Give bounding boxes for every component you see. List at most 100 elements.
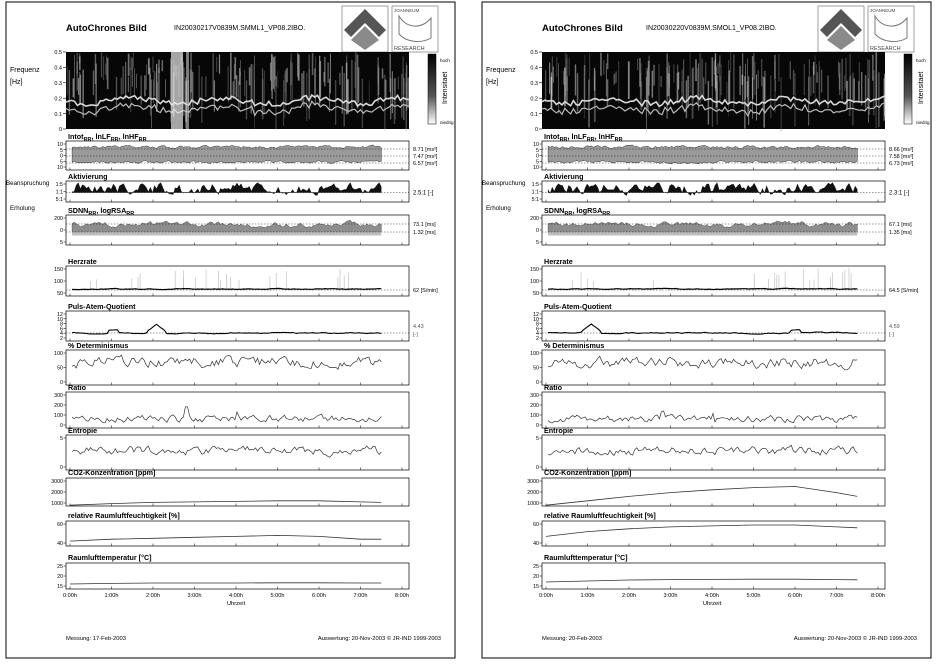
time-tick-label: 2:00h <box>146 593 160 599</box>
spectrogram-streak <box>402 67 404 96</box>
spectrogram-streak <box>244 70 246 96</box>
spectrogram-streak <box>556 56 558 77</box>
feuchte-line <box>69 534 382 542</box>
panel-herz: Herzrate 150 100 50 62 [S/min] <box>54 257 438 297</box>
panel-co2: CO2-Konzentration [ppm] 3000 2000 1000 <box>51 468 410 507</box>
herzrate-line <box>72 287 382 291</box>
spectrogram-tick-label: 0.1 <box>54 112 62 118</box>
panel-title-aktivierung: Aktivierung <box>544 172 584 181</box>
spectrogram-streak <box>647 67 649 112</box>
spectrogram-tick-label: 0.4 <box>54 66 62 72</box>
logo-joanneum-text-bottom: RESEARCH <box>870 46 901 52</box>
spectrogram-streak <box>720 64 722 96</box>
panel-ytick-label: 100 <box>530 351 539 357</box>
spectrogram-streak <box>66 66 68 96</box>
panel-ytick-label: 10 <box>533 142 539 148</box>
spectrogram-streak <box>838 60 839 78</box>
panel-title-pulsatem: Puls-Atem-Quotient <box>68 302 136 311</box>
spectrogram-streak <box>605 63 607 97</box>
spectrogram-streak <box>315 56 316 106</box>
panel-title-intot: IntotRR, lnLFRR, lnHFRR <box>544 132 623 143</box>
colorbar-high-label: hoch <box>440 58 450 63</box>
spectrogram-streak <box>381 68 384 79</box>
panel-ytick-label: 100 <box>54 413 63 419</box>
report-filename: IN20030217V0839M.SMML1_VP08.2IBO. <box>174 25 305 32</box>
report-title: AutoChrones Bild <box>66 23 147 34</box>
spectrogram-streak <box>716 75 718 108</box>
time-tick-label: 8:00h <box>395 593 409 599</box>
entropie-line <box>71 445 382 458</box>
panel-title-temp: Raumlufttemperatur [°C] <box>68 553 152 562</box>
panel-frame <box>541 562 886 590</box>
panel-ytick-label: 8 <box>60 322 63 328</box>
spectrogram-streak <box>603 60 605 75</box>
spectrogram-streak <box>583 65 586 108</box>
spectrogram-band-low <box>65 100 410 117</box>
logo-diamond <box>341 5 389 53</box>
intot-value: 6.73 [ms²] <box>889 161 914 167</box>
panel-ytick-label: 150 <box>530 267 539 273</box>
intensity-colorbar: hoch niedrig Intensitaet <box>427 53 454 125</box>
panel-frame <box>541 310 886 342</box>
panel-title-intot-part: Intot <box>68 132 84 141</box>
logo-joanneum: JOANNEUM RESEARCH <box>391 5 439 53</box>
time-tick-label: 4:00h <box>229 593 243 599</box>
panel-herz: Herzrate 150 100 50 64.5 [S/min] <box>530 257 919 297</box>
spectrogram-streak <box>182 62 184 87</box>
spectrogram-streak <box>875 75 877 129</box>
spectrogram-streak <box>576 73 579 112</box>
co2-line <box>69 500 382 506</box>
panel-ytick-label: 100 <box>54 351 63 357</box>
panel-ytick-label: 40 <box>57 541 63 547</box>
panel-ytick-label: 3000 <box>527 479 539 485</box>
spectrogram-streak <box>865 74 867 108</box>
spectrogram-streak <box>852 72 854 126</box>
spectrogram-streak <box>792 69 795 96</box>
spectrogram-streak <box>234 57 237 80</box>
spectrogram-streak <box>849 53 851 82</box>
logo-joanneum-shape <box>398 14 432 42</box>
logo-diamond-top <box>344 9 386 37</box>
spectrogram-streak <box>356 54 359 109</box>
spectrogram-streak <box>563 70 565 85</box>
spectrogram-streak <box>106 57 109 90</box>
panel-temp: Raumlufttemperatur [°C] 25 20 15 <box>57 553 410 590</box>
spectrogram-streak <box>238 67 241 86</box>
panel-ytick-label: 1:5 <box>56 182 63 188</box>
spectrogram-streak <box>739 65 741 96</box>
time-tick-label: 7:00h <box>354 593 368 599</box>
pulsatem-value: 4.43 <box>413 324 424 330</box>
panel-ytick-label: 10 <box>57 165 63 171</box>
spectrogram-streak <box>844 74 846 92</box>
panel-title-co2: CO2-Konzentration [ppm] <box>544 468 631 477</box>
time-tick-label: 1:00h <box>105 593 119 599</box>
panel-title-aktivierung: Aktivierung <box>68 172 108 181</box>
measurement-date: Messung: 20-Feb-2003 <box>542 636 602 642</box>
report-page-2: JOANNEUM RESEARCH AutoChrones Bild IN200302… <box>481 1 932 659</box>
spectrogram-tick-label: 0.5 <box>530 50 538 56</box>
spectrogram-tick-label: 0.2 <box>54 96 62 102</box>
spectrogram-streak <box>637 58 639 71</box>
spectrogram-streak <box>864 75 866 110</box>
panel-ytick-label: 5 <box>536 240 539 246</box>
spectrogram-streak <box>872 61 874 77</box>
spectrogram-streak <box>550 76 553 109</box>
aktivierung-area <box>71 182 382 196</box>
spectrogram-streak <box>274 56 276 80</box>
spectrogram-streak <box>884 73 886 117</box>
spectrogram-streak <box>810 76 812 96</box>
spectrogram-streak <box>355 52 357 103</box>
spectrogram-streak <box>327 62 329 83</box>
panel-ytick-label: 10 <box>57 142 63 148</box>
spectrogram-streak <box>74 55 75 99</box>
spectrogram-streak <box>250 64 252 114</box>
spectrogram-streak <box>615 71 617 83</box>
spectrogram-streak <box>147 58 150 75</box>
spectrogram-streak <box>742 53 744 105</box>
spectrogram-streak <box>845 57 847 89</box>
spectrogram-streak <box>566 75 568 102</box>
panel-frame <box>65 391 410 429</box>
spectrogram-streak <box>106 55 107 80</box>
